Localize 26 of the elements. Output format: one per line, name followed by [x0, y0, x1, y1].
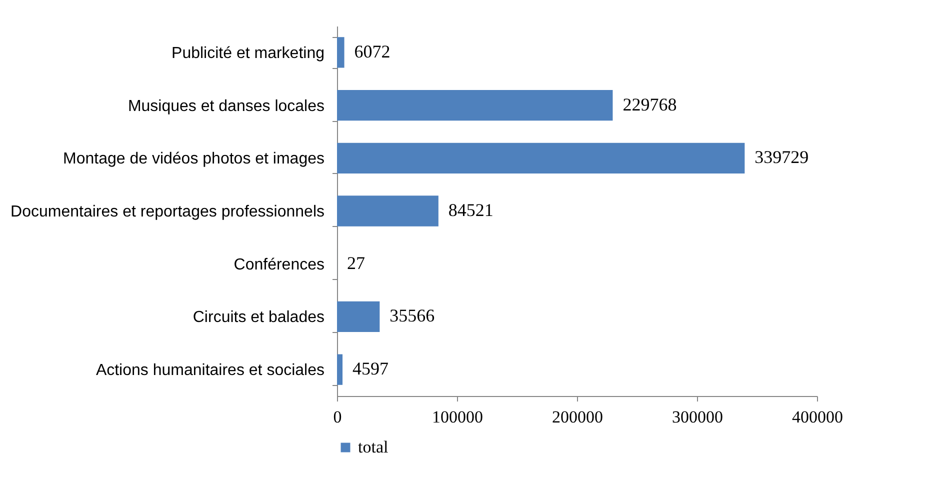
y-tick-label: Documentaires et reportages professionnels	[10, 204, 324, 220]
bar	[337, 37, 344, 68]
bar	[337, 196, 438, 226]
bar	[337, 301, 380, 332]
x-tick-label: 400000	[792, 408, 843, 426]
bar	[337, 90, 613, 121]
data-label: 339729	[754, 147, 809, 168]
x-tick-label: 0	[333, 408, 342, 426]
x-tick-label: 200000	[552, 408, 603, 426]
legend-label: total	[358, 438, 388, 456]
y-tick-label: Musiques et danses locales	[128, 98, 324, 115]
data-label: 4597	[352, 358, 389, 379]
y-tick-label: Actions humanitaires et sociales	[96, 362, 324, 380]
data-label: 27	[347, 252, 366, 273]
y-tick-label: Montage de vidéos photos et images	[63, 150, 324, 168]
x-tick-label: 100000	[432, 408, 483, 426]
y-tick-label: Circuits et balades	[192, 309, 324, 326]
y-tick-label: Publicité et marketing	[172, 44, 324, 62]
y-tick-label: Conférences	[234, 256, 324, 274]
bar	[337, 142, 745, 174]
x-tick-label: 300000	[672, 408, 723, 426]
bar	[337, 354, 343, 385]
data-label: 229768	[622, 94, 677, 114]
data-label: 6072	[354, 41, 390, 62]
data-label: 84521	[448, 200, 494, 220]
data-label: 35566	[390, 306, 435, 326]
